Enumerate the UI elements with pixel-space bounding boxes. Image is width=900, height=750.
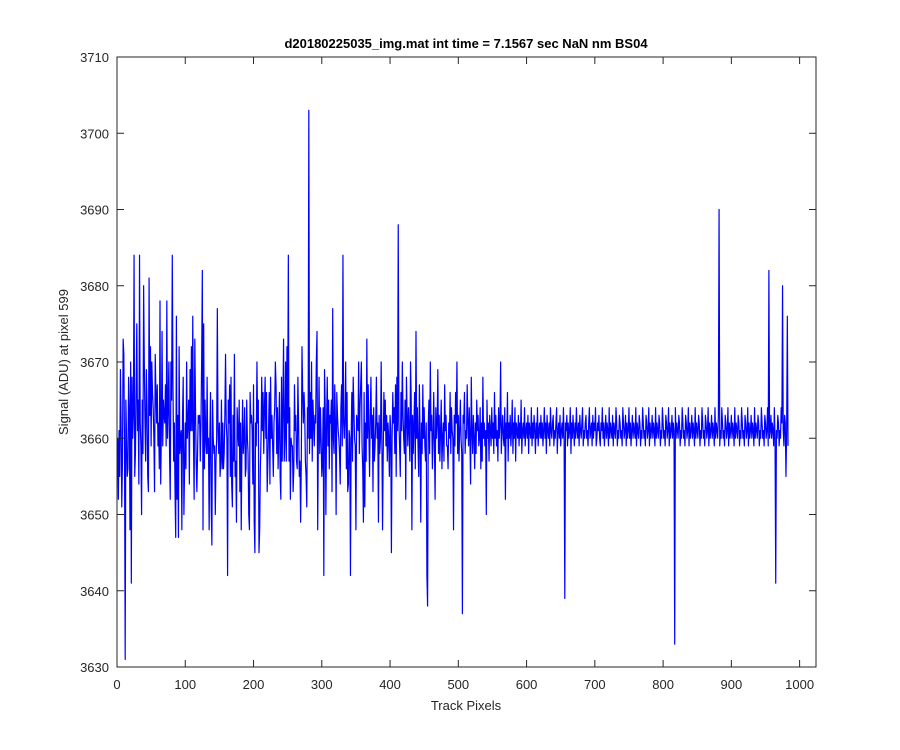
- y-tick-label: 3710: [80, 50, 109, 65]
- y-tick-label: 3690: [80, 203, 109, 218]
- series-line: [117, 109, 789, 660]
- y-axis-label: Signal (ADU) at pixel 599: [56, 289, 71, 435]
- x-tick-label: 800: [652, 677, 674, 692]
- plot-area: [116, 56, 817, 668]
- x-tick-label: 200: [243, 677, 265, 692]
- y-tick-label: 3640: [80, 584, 109, 599]
- x-tick-label: 400: [379, 677, 401, 692]
- x-tick-label: 300: [311, 677, 333, 692]
- x-tick-label: 0: [113, 677, 120, 692]
- x-tick-label: 1000: [785, 677, 814, 692]
- x-tick-label: 100: [174, 677, 196, 692]
- x-axis: 0 100 200 300 400 500 600 700 800 900 1000: [113, 57, 814, 692]
- x-tick-label: 500: [447, 677, 469, 692]
- y-tick-label: 3630: [80, 660, 109, 675]
- x-axis-label: Track Pixels: [431, 698, 502, 713]
- y-tick-label: 3670: [80, 355, 109, 370]
- y-tick-label: 3680: [80, 279, 109, 294]
- x-tick-label: 600: [516, 677, 538, 692]
- y-tick-label: 3650: [80, 508, 109, 523]
- chart-title: d20180225035_img.mat int time = 7.1567 s…: [284, 36, 648, 51]
- x-tick-label: 700: [584, 677, 606, 692]
- y-axis: 3630 3640 3650 3660 3670 3680 3690 3700 3710: [80, 50, 816, 675]
- axes-box: [116, 56, 817, 668]
- y-tick-label: 3700: [80, 126, 109, 141]
- y-tick-label: 3660: [80, 431, 109, 446]
- x-tick-label: 900: [721, 677, 743, 692]
